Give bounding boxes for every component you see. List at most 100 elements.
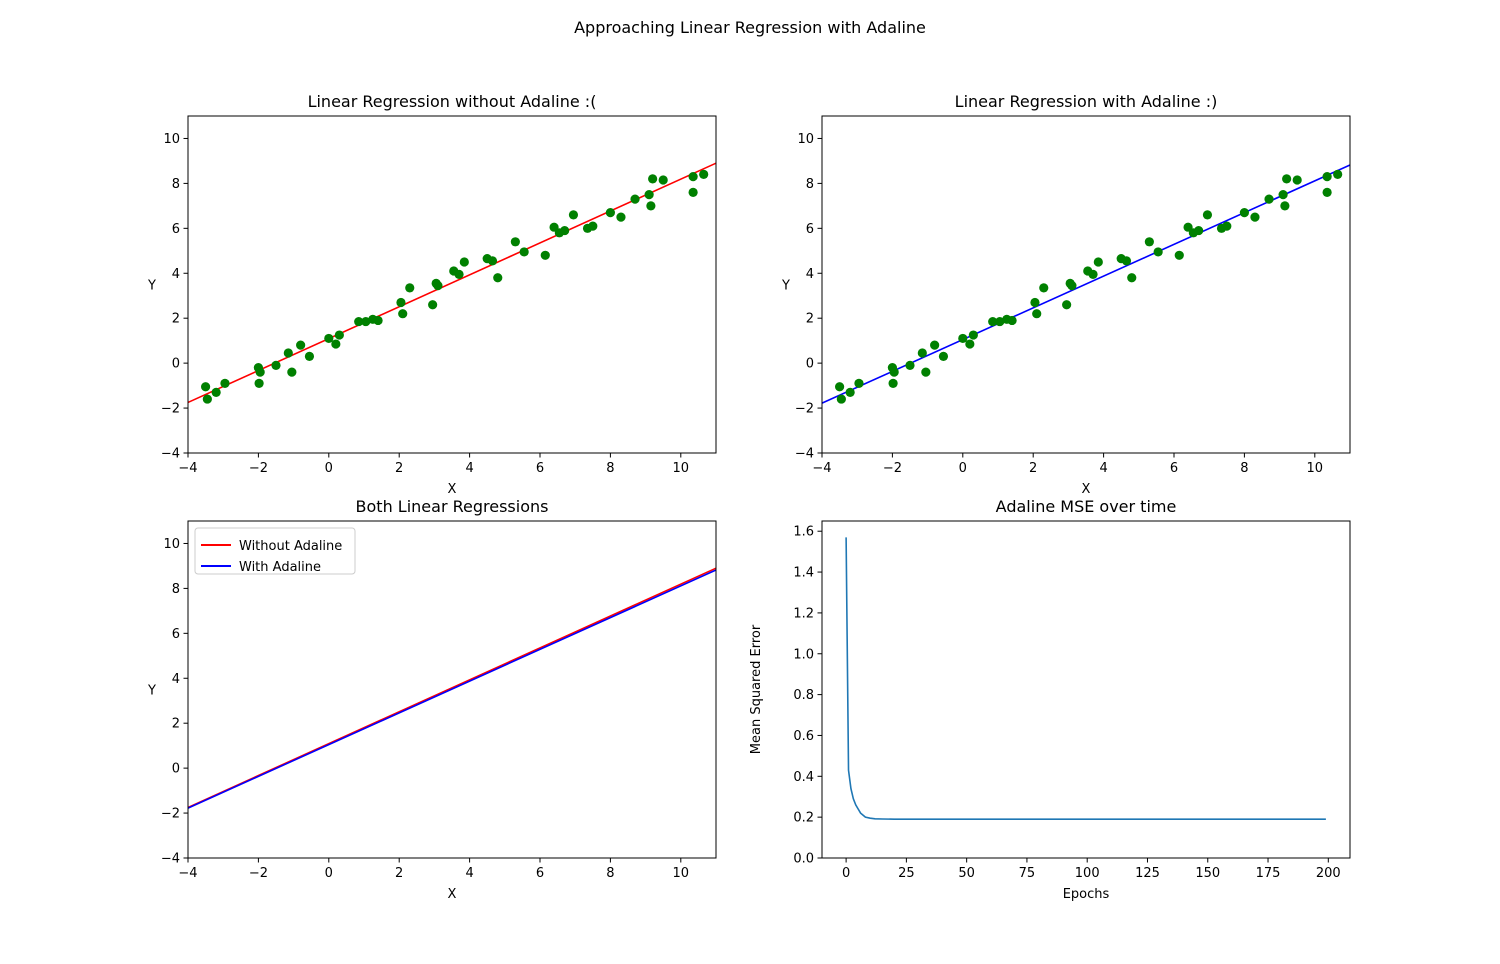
data-point xyxy=(271,360,281,370)
x-axis-label: Epochs xyxy=(1063,887,1110,902)
x-tick-label: −4 xyxy=(178,461,197,476)
y-tick-label: 6 xyxy=(172,627,180,642)
plot-data xyxy=(188,567,716,809)
data-point xyxy=(648,174,658,184)
y-tick-label: 4 xyxy=(172,672,180,687)
y-tick-label: 0 xyxy=(172,762,180,777)
data-point xyxy=(1062,300,1072,310)
data-point xyxy=(1039,283,1049,293)
y-tick-label: 1.6 xyxy=(793,525,814,540)
data-point xyxy=(965,339,975,349)
data-point xyxy=(568,210,579,220)
x-tick-label: 4 xyxy=(1099,461,1107,476)
plot-data xyxy=(188,162,716,404)
legend: Without Adaline With Adaline xyxy=(194,527,356,575)
x-tick-label: 2 xyxy=(1029,461,1037,476)
series-line-with-adaline xyxy=(188,569,716,809)
data-point xyxy=(917,348,927,358)
y-tick-label: 1.0 xyxy=(793,647,814,662)
data-point xyxy=(658,175,668,185)
x-tick-label: 4 xyxy=(465,866,473,881)
data-point xyxy=(930,340,940,350)
y-tick-label: 4 xyxy=(172,267,180,282)
y-tick-label: −2 xyxy=(795,402,814,417)
data-point xyxy=(1093,257,1103,267)
y-tick-label: 2 xyxy=(172,717,180,732)
data-point xyxy=(304,351,315,361)
axes-frame xyxy=(187,115,717,454)
y-tick-label: 0.2 xyxy=(793,811,814,826)
data-point xyxy=(958,333,968,344)
x-tick-label: −2 xyxy=(249,866,268,881)
y-tick-label: −2 xyxy=(161,807,180,822)
x-tick-label: −4 xyxy=(812,461,831,476)
y-tick-label: 8 xyxy=(172,177,180,192)
y-tick-label: 6 xyxy=(172,222,180,237)
y-tick-label: 8 xyxy=(806,177,814,192)
data-point xyxy=(510,237,520,247)
data-point xyxy=(396,297,406,308)
data-point xyxy=(373,315,383,326)
data-point xyxy=(1282,174,1292,184)
x-tick-label: 6 xyxy=(536,866,544,881)
data-point xyxy=(1067,281,1077,291)
data-point xyxy=(1144,237,1154,247)
x-tick-label: 10 xyxy=(673,866,690,881)
data-point xyxy=(255,367,265,377)
y-tick-label: 0 xyxy=(806,357,814,372)
data-point xyxy=(433,281,443,291)
data-point xyxy=(1264,194,1274,204)
data-point xyxy=(630,194,640,204)
legend-box xyxy=(194,527,356,575)
data-point xyxy=(968,330,978,340)
y-tick-label: −4 xyxy=(161,447,180,462)
y-tick-label: 1.2 xyxy=(793,606,814,621)
data-point xyxy=(1007,315,1017,326)
y-tick-label: 10 xyxy=(163,132,180,147)
data-point xyxy=(644,190,654,200)
x-tick-label: −2 xyxy=(249,461,268,476)
data-point xyxy=(905,360,915,370)
data-point xyxy=(354,316,364,327)
data-point xyxy=(1127,273,1137,283)
y-axis-label: Mean Squared Error xyxy=(749,624,764,754)
x-tick-label: 10 xyxy=(673,461,690,476)
data-point xyxy=(324,333,334,344)
x-tick-label: 8 xyxy=(606,866,614,881)
data-point xyxy=(1250,212,1260,222)
data-point xyxy=(1202,210,1213,220)
plot-data xyxy=(845,537,1326,820)
legend-label: Without Adaline xyxy=(239,539,342,554)
data-point xyxy=(1153,247,1163,257)
data-point xyxy=(688,172,698,182)
x-tick-label: 175 xyxy=(1256,866,1281,881)
data-point xyxy=(1333,169,1343,180)
x-tick-label: 100 xyxy=(1075,866,1100,881)
y-axis-label: Y xyxy=(147,279,156,294)
y-axis-label: Y xyxy=(147,684,156,699)
data-point xyxy=(995,316,1005,327)
data-point xyxy=(296,340,306,350)
y-axis-label: Y xyxy=(781,279,790,294)
x-tick-label: 75 xyxy=(1019,866,1036,881)
data-point xyxy=(519,247,529,257)
x-tick-label: 10 xyxy=(1307,461,1324,476)
subplot-4: 0 25 50 75 100 125 150 175 200 0.0 0.2 0.4 0.6 0.8 1.0… xyxy=(749,497,1351,902)
data-point xyxy=(1322,187,1332,197)
x-tick-label: 8 xyxy=(1240,461,1248,476)
x-tick-label: 0 xyxy=(325,461,333,476)
data-point xyxy=(398,309,408,319)
data-point xyxy=(1194,225,1204,236)
x-tick-label: 25 xyxy=(898,866,915,881)
data-point xyxy=(1222,221,1232,231)
subplot-title: Linear Regression without Adaline :( xyxy=(308,92,597,111)
subplot-title: Adaline MSE over time xyxy=(996,497,1177,516)
data-point xyxy=(254,378,264,388)
data-point xyxy=(1278,190,1288,200)
y-tick-label: 0.6 xyxy=(793,729,814,744)
y-tick-label: 10 xyxy=(797,132,814,147)
data-point xyxy=(405,283,415,293)
y-tick-label: 1.4 xyxy=(793,566,814,581)
